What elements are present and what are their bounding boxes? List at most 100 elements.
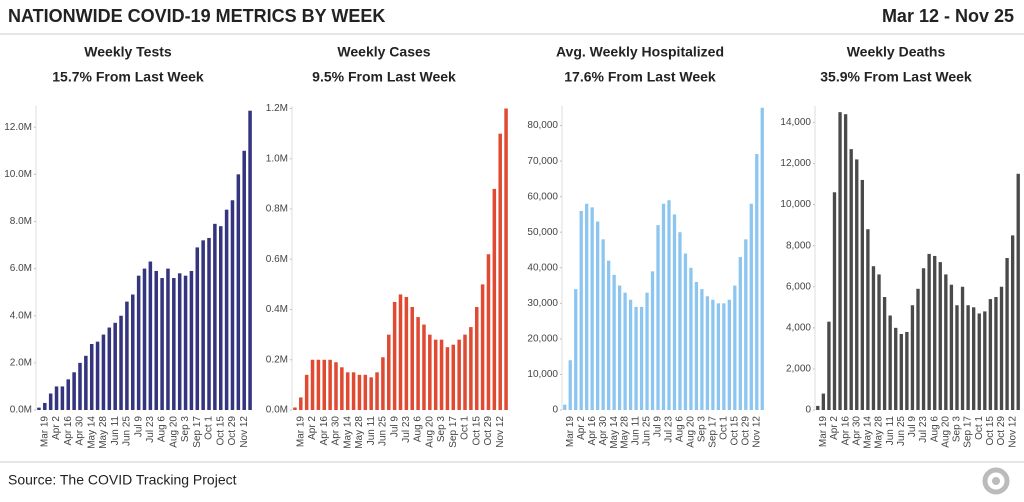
- bar: [148, 261, 153, 410]
- bar: [242, 150, 246, 410]
- y-tick-label: 4.0M: [10, 310, 32, 321]
- panel: Weekly Cases 9.5% From Last Week 0.0M 0.2M 0…: [266, 44, 508, 449]
- bar: [299, 397, 303, 410]
- bar: [480, 284, 485, 410]
- bar: [733, 285, 737, 410]
- x-tick-label: Oct 29: [740, 416, 751, 446]
- bar: [37, 407, 41, 410]
- bar: [999, 286, 1004, 410]
- bar: [744, 239, 748, 410]
- bar: [381, 357, 385, 410]
- y-tick-label: 0.4M: [266, 304, 288, 315]
- x-tick-label: May 14: [863, 416, 874, 449]
- bar: [84, 355, 88, 410]
- x-tick-label: May 28: [98, 416, 109, 449]
- x-tick-label: Oct 15: [471, 416, 482, 446]
- bar: [827, 321, 831, 410]
- bar: [416, 317, 420, 410]
- bar: [705, 296, 710, 410]
- bar: [463, 334, 467, 410]
- bar: [160, 278, 164, 410]
- y-tick-label: 0.2M: [266, 354, 288, 365]
- bar: [916, 288, 920, 410]
- bar: [224, 209, 229, 410]
- bar: [183, 275, 188, 410]
- panel: Avg. Weekly Hospitalized 17.6% From Last …: [527, 44, 764, 449]
- bar: [843, 114, 848, 410]
- bar: [316, 359, 321, 410]
- x-tick-label: Aug 20: [168, 416, 179, 448]
- bar: [894, 327, 898, 410]
- y-tick-label: 0.6M: [266, 254, 288, 265]
- bar: [905, 331, 909, 410]
- x-tick-label: Mar 19: [818, 416, 829, 448]
- x-tick-label: Mar 19: [295, 416, 306, 448]
- bar: [387, 334, 391, 410]
- bar: [832, 192, 837, 410]
- chart-title: Weekly Deaths: [847, 44, 946, 60]
- x-tick-label: Oct 15: [215, 416, 226, 446]
- bar: [639, 306, 644, 410]
- x-tick-label: Oct 29: [996, 416, 1007, 446]
- x-tick-label: Mar 19: [565, 416, 576, 448]
- bar: [363, 374, 368, 410]
- x-tick-label: Jul 9: [389, 416, 400, 438]
- x-tick-label: Oct 15: [729, 416, 740, 446]
- chart-subtitle: 35.9% From Last Week: [820, 69, 972, 85]
- bar: [574, 289, 578, 410]
- bar: [428, 334, 432, 410]
- bar: [938, 262, 942, 410]
- y-tick-label: 0.8M: [266, 204, 288, 215]
- bar: [322, 359, 327, 410]
- bar: [142, 268, 147, 410]
- bar: [119, 315, 123, 410]
- bar: [207, 237, 211, 410]
- x-tick-label: Jun 25: [642, 416, 653, 446]
- bar: [154, 270, 158, 410]
- x-tick-label: Nov 12: [495, 416, 506, 448]
- bar: [357, 374, 362, 410]
- y-tick-label: 20,000: [527, 334, 558, 345]
- bar: [988, 299, 993, 410]
- bar: [369, 377, 373, 410]
- bar: [66, 379, 71, 410]
- y-tick-label: 0: [805, 405, 811, 416]
- x-tick-label: Jul 23: [401, 416, 412, 443]
- x-tick-label: Apr 16: [587, 416, 598, 446]
- x-tick-label: May 28: [354, 416, 365, 449]
- bar: [949, 284, 954, 410]
- x-tick-label: Aug 6: [929, 416, 940, 443]
- bar: [125, 301, 129, 410]
- bar: [855, 159, 859, 410]
- bar: [601, 239, 605, 410]
- y-tick-label: 1.2M: [266, 103, 288, 114]
- x-tick-label: Sep 3: [180, 416, 191, 443]
- bar: [236, 174, 241, 410]
- x-tick-label: Jul 9: [133, 416, 144, 438]
- bar: [816, 405, 820, 410]
- bar: [821, 393, 826, 410]
- bar: [177, 273, 182, 410]
- y-tick-label: 6,000: [786, 281, 811, 292]
- x-tick-label: Sep 17: [963, 416, 974, 448]
- bar: [921, 268, 926, 410]
- x-tick-label: Sep 3: [952, 416, 963, 443]
- x-tick-label: Mar 19: [39, 416, 50, 448]
- y-tick-label: 10,000: [527, 369, 558, 380]
- bar: [860, 179, 864, 410]
- bar: [328, 359, 332, 410]
- bar: [722, 303, 726, 410]
- y-tick-label: 12,000: [780, 158, 811, 169]
- bar: [661, 203, 666, 410]
- x-tick-label: Oct 1: [718, 416, 729, 440]
- bar: [955, 305, 959, 410]
- source: Source: The COVID Tracking Project: [8, 472, 237, 488]
- bar: [492, 188, 497, 410]
- x-tick-label: Jun 25: [896, 416, 907, 446]
- bar: [1010, 235, 1015, 410]
- bar: [694, 282, 699, 410]
- bar: [672, 214, 677, 410]
- bar: [612, 274, 616, 410]
- bar: [966, 305, 970, 410]
